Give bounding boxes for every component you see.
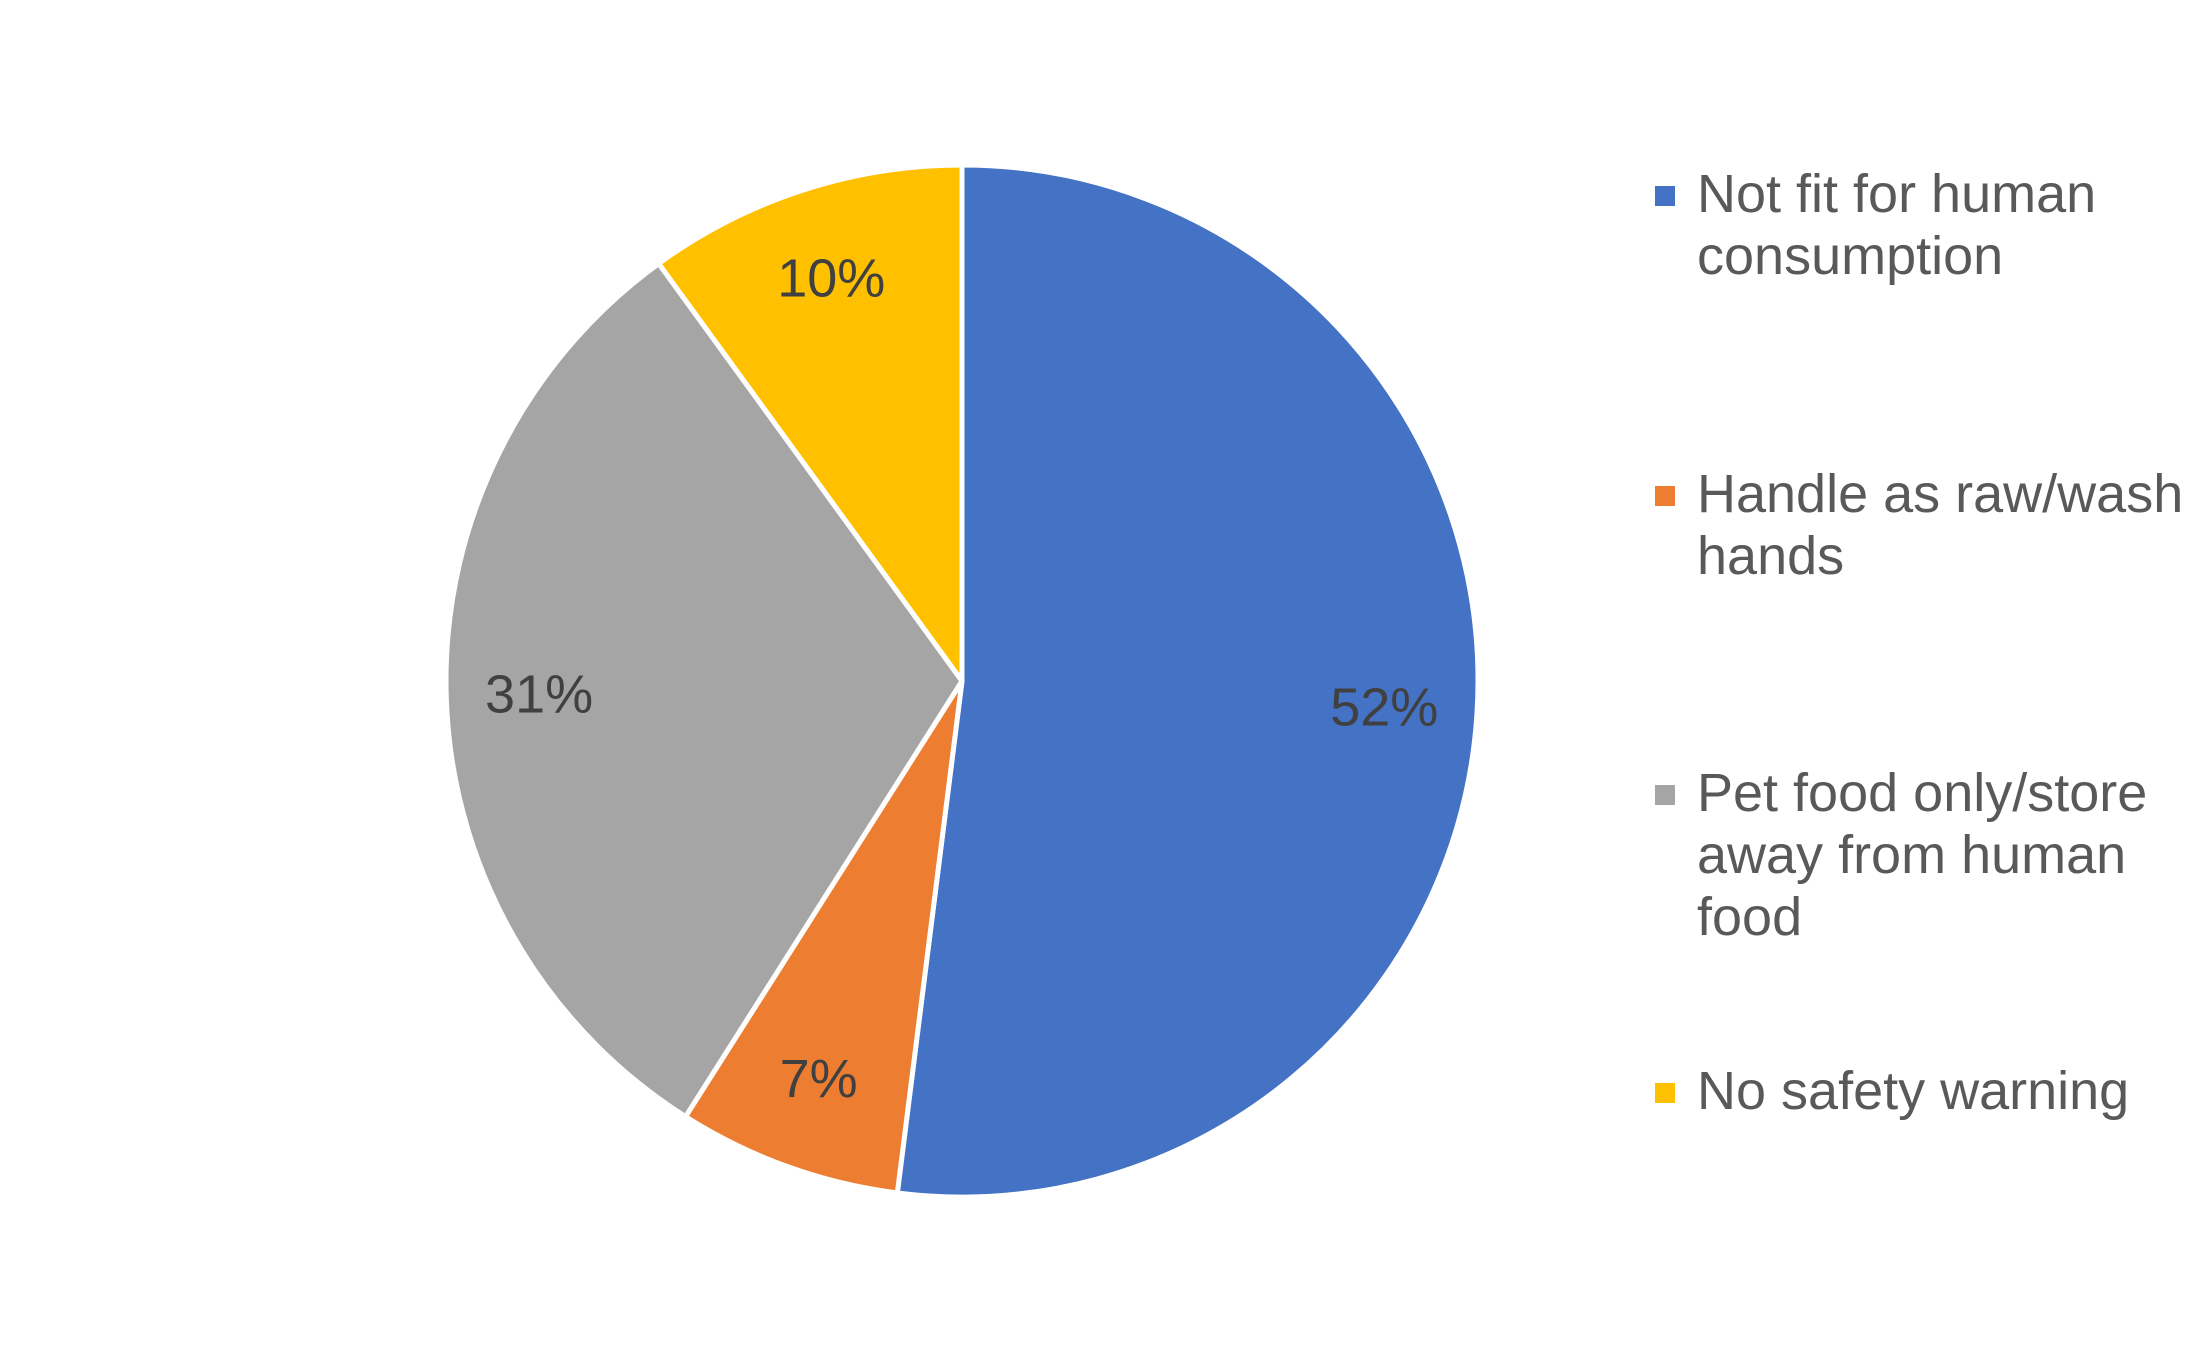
slice-data-label: 7% xyxy=(780,1049,858,1109)
pie-slices xyxy=(443,162,1481,1200)
pie-data-labels: 52% 7% 31% 10% xyxy=(485,249,1438,1110)
pie-slice xyxy=(656,162,965,684)
legend-label: Handle as raw/wash hands xyxy=(1697,464,2184,586)
legend-label: Not fit for human consumption xyxy=(1697,164,2097,286)
pie-slice xyxy=(894,162,1481,1200)
legend-swatch xyxy=(1655,785,1675,805)
legend-item: Not fit for human consumption xyxy=(1655,163,2209,287)
slice-data-label: 52% xyxy=(1330,678,1438,738)
legend-label: No safety warning xyxy=(1697,1061,2130,1121)
legend-item: No safety warning xyxy=(1655,1060,2209,1122)
legend-item: Handle as raw/wash hands xyxy=(1655,463,2209,587)
legend-swatch xyxy=(1655,486,1675,506)
legend-item: Pet food only/store away from human food xyxy=(1655,762,2197,948)
pie-slice xyxy=(443,261,965,1120)
pie-slice xyxy=(683,678,965,1196)
legend-swatch xyxy=(1655,186,1675,206)
slice-data-label: 10% xyxy=(777,249,885,309)
slice-data-label: 31% xyxy=(485,664,593,724)
legend-swatch xyxy=(1655,1083,1675,1103)
legend: Not fit for human consumption Handle as … xyxy=(1655,0,2205,1356)
legend-label: Pet food only/store away from human food xyxy=(1697,763,2148,947)
